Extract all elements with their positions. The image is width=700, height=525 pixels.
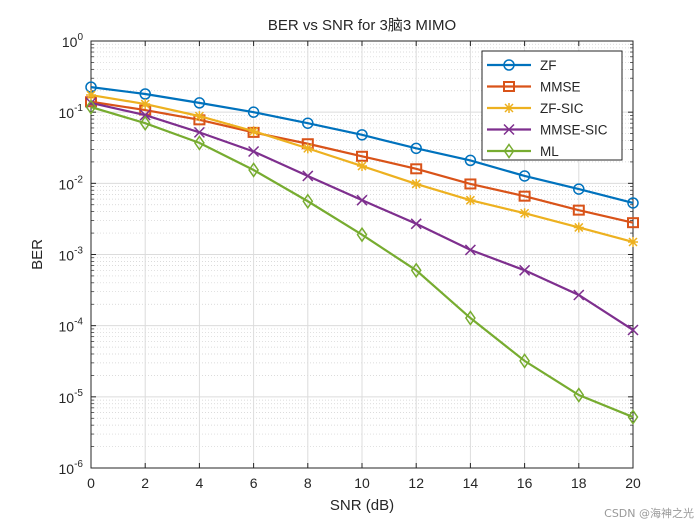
marker-asterisk — [628, 236, 638, 247]
marker-circle — [139, 88, 151, 100]
marker-circle — [247, 106, 260, 118]
y-tick-label: 10-2 — [59, 174, 84, 192]
marker-x — [503, 123, 515, 136]
marker-diamond — [519, 353, 531, 369]
marker-square — [572, 204, 585, 216]
marker-x — [464, 244, 476, 256]
x-tick-label: 6 — [250, 475, 258, 491]
x-tick-label: 14 — [463, 475, 479, 491]
marker-circle — [302, 117, 314, 129]
marker-asterisk — [504, 103, 514, 113]
marker-asterisk — [519, 208, 530, 219]
marker-square — [464, 178, 477, 190]
marker-diamond — [573, 387, 585, 403]
legend-item: ZF — [487, 58, 557, 73]
marker-circle — [503, 59, 515, 71]
marker-x — [573, 289, 585, 301]
marker-diamond — [193, 135, 205, 151]
marker-circle — [356, 129, 368, 141]
marker-square — [356, 150, 368, 162]
y-tick-label: 10-1 — [59, 103, 84, 121]
marker-square — [410, 163, 423, 175]
legend-item: ML — [487, 143, 559, 159]
series-ml — [85, 99, 639, 425]
marker-x — [302, 170, 314, 182]
marker-diamond — [627, 409, 639, 425]
marker-asterisk — [302, 143, 313, 154]
marker-diamond — [464, 310, 476, 326]
x-tick-label: 16 — [517, 475, 533, 491]
marker-square — [627, 217, 639, 229]
legend-label: ZF — [540, 58, 557, 73]
series-mmse-sic — [85, 97, 639, 336]
chart-title: BER vs SNR for 3脑3 MIMO — [268, 17, 456, 34]
marker-asterisk — [86, 90, 96, 101]
marker-diamond — [302, 193, 314, 210]
marker-x — [139, 109, 151, 121]
y-axis-label: BER — [29, 239, 46, 270]
y-tick-label: 10-6 — [59, 459, 84, 477]
marker-circle — [193, 97, 206, 109]
series-line — [90, 100, 634, 224]
x-axis-label: SNR (dB) — [330, 497, 394, 514]
marker-x — [193, 126, 205, 138]
marker-square — [503, 81, 515, 92]
legend-item: MMSE-SIC — [487, 123, 608, 138]
legend-label: ZF-SIC — [540, 101, 584, 116]
marker-asterisk — [194, 111, 205, 122]
marker-asterisk — [573, 222, 584, 233]
marker-circle — [518, 170, 531, 182]
marker-diamond — [503, 143, 515, 159]
x-tick-label: 12 — [408, 475, 424, 491]
y-tick-label: 10-4 — [59, 317, 84, 335]
marker-diamond — [248, 162, 260, 178]
marker-x — [627, 324, 639, 336]
axes-box — [90, 40, 634, 469]
marker-asterisk — [248, 126, 259, 137]
legend: ZF MMSE ZF-SIC MMSE-SIC ML — [481, 50, 623, 161]
legend-item: MMSE — [487, 80, 581, 95]
marker-diamond — [356, 226, 368, 243]
legend-label: MMSE — [540, 80, 581, 95]
y-tick-label: 100 — [62, 32, 84, 50]
watermark: CSDN @海神之光 — [604, 507, 694, 520]
marker-circle — [573, 183, 585, 195]
y-tick-label: 10-3 — [59, 246, 84, 264]
series-zf-sic — [86, 90, 638, 247]
y-tick-label: 10-5 — [59, 388, 84, 406]
x-tick-label: 4 — [196, 475, 204, 491]
legend-label: MMSE-SIC — [540, 123, 608, 138]
series-zf — [85, 81, 639, 209]
marker-asterisk — [465, 195, 476, 206]
marker-diamond — [85, 99, 97, 115]
x-tick-label: 2 — [141, 475, 149, 491]
x-tick-label: 20 — [625, 475, 641, 491]
x-tick-label: 18 — [571, 475, 587, 491]
series-line — [90, 86, 634, 205]
marker-x — [356, 194, 368, 206]
marker-circle — [464, 154, 477, 167]
legend-item: ZF-SIC — [487, 101, 584, 116]
x-tick-label: 0 — [87, 475, 95, 491]
marker-square — [518, 190, 531, 202]
marker-x — [519, 264, 531, 276]
legend-label: ML — [540, 144, 559, 159]
series-line — [90, 105, 634, 419]
x-tick-label: 8 — [304, 475, 312, 491]
marker-asterisk — [411, 178, 422, 189]
marker-diamond — [410, 262, 422, 279]
marker-x — [410, 218, 422, 230]
marker-circle — [627, 197, 639, 209]
x-tick-label: 10 — [354, 475, 370, 491]
marker-asterisk — [140, 99, 151, 110]
marker-asterisk — [357, 161, 367, 172]
marker-circle — [410, 142, 422, 155]
marker-x — [248, 145, 260, 158]
marker-diamond — [139, 115, 151, 132]
